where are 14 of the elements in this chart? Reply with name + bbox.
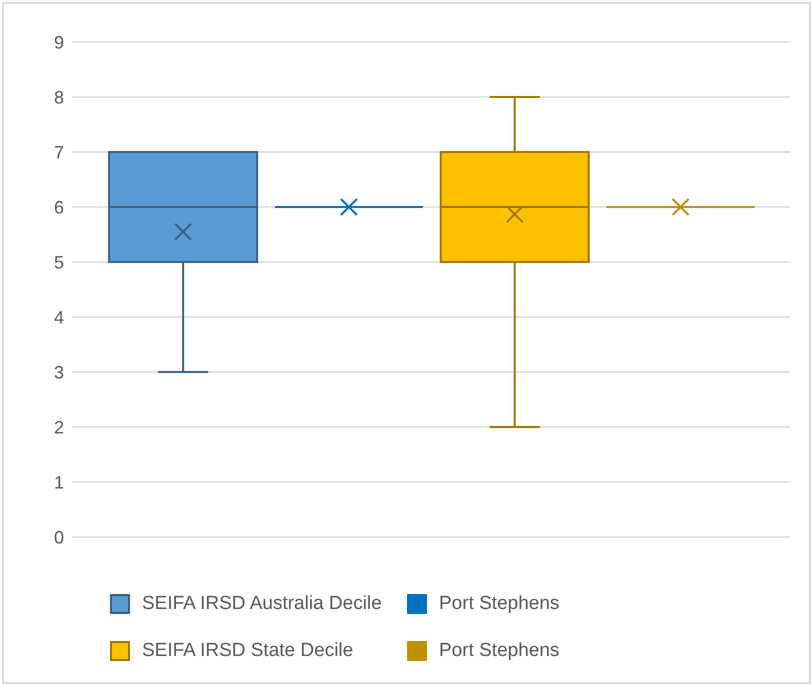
legend-label: Port Stephens (439, 592, 560, 614)
legend-label: SEIFA IRSD State Decile (142, 640, 354, 662)
y-tick-label: 9 (54, 32, 64, 52)
y-tick-label: 2 (54, 417, 64, 438)
y-tick-label: 6 (54, 197, 64, 218)
y-tick-label: 4 (54, 307, 64, 328)
y-tick-label: 1 (54, 472, 64, 492)
legend-label: Port Stephens (439, 640, 560, 662)
y-tick-label: 0 (54, 527, 64, 548)
y-tick-label: 5 (54, 252, 64, 272)
y-tick-label: 8 (54, 87, 64, 108)
y-tick-label: 7 (54, 142, 64, 162)
y-tick-label: 3 (54, 362, 64, 382)
legend-label: SEIFA IRSD Australia Decile (142, 592, 382, 614)
